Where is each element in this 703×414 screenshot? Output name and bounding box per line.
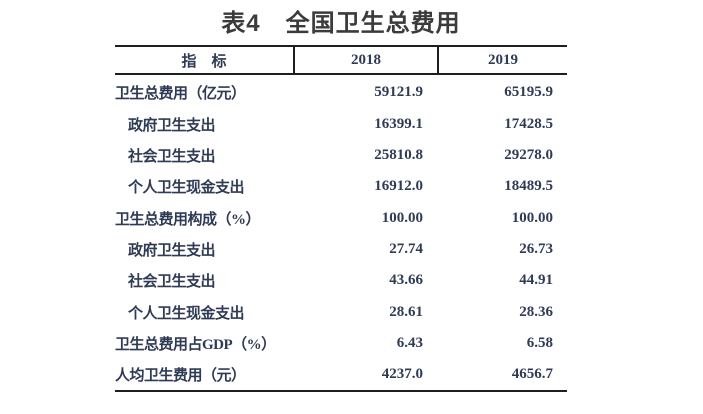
- value-2019: 65195.9: [504, 84, 553, 101]
- table-row: 社会卫生支出 25810.8 29278.0: [115, 140, 567, 171]
- value-2018: 16399.1: [374, 115, 423, 132]
- value-2019: 26.73: [519, 240, 553, 257]
- row-label: 政府卫生支出: [128, 117, 216, 134]
- value-2018: 100.00: [381, 209, 423, 226]
- value-2019: 4656.7: [511, 366, 553, 383]
- value-2018: 59121.9: [374, 84, 423, 101]
- table-row: 卫生总费用（亿元） 59121.9 65195.9: [115, 77, 567, 108]
- table-row: 政府卫生支出 27.74 26.73: [115, 234, 567, 265]
- value-2018: 43.66: [389, 272, 423, 289]
- table-row: 个人卫生现金支出 16912.0 18489.5: [115, 171, 567, 202]
- row-label: 卫生总费用占GDP（%）: [115, 336, 276, 353]
- table-title: 表4 全国卫生总费用: [221, 10, 461, 37]
- value-2018: 27.74: [389, 240, 423, 257]
- value-2018: 6.43: [396, 334, 423, 351]
- value-2019: 6.58: [526, 334, 553, 351]
- table-row: 个人卫生现金支出 28.61 28.36: [115, 296, 567, 327]
- health-expenditure-table: 指 标 2018 2019 卫生总费用（亿元） 59121.9 65195.9 …: [115, 45, 567, 393]
- table-row: 人均卫生费用（元） 4237.0 4656.7: [115, 359, 567, 390]
- table-row: 社会卫生支出 43.66 44.91: [115, 265, 567, 296]
- value-2019: 17428.5: [504, 115, 553, 132]
- value-2018: 25810.8: [374, 146, 423, 163]
- document-page: 表4 全国卫生总费用 指 标 2018 2019 卫生总费用（亿元） 59121…: [115, 0, 567, 414]
- table-row: 卫生总费用构成（%） 100.00 100.00: [115, 202, 567, 233]
- row-label: 社会卫生支出: [128, 274, 216, 291]
- row-label: 卫生总费用（亿元）: [115, 86, 246, 103]
- row-label: 个人卫生现金支出: [128, 305, 245, 322]
- value-2019: 100.00: [511, 209, 553, 226]
- value-2019: 29278.0: [504, 146, 553, 163]
- value-2018: 16912.0: [374, 178, 423, 195]
- row-label: 卫生总费用构成（%）: [115, 211, 261, 228]
- table-header-row: 指 标 2018 2019: [115, 45, 567, 75]
- column-header-2018: 2018: [293, 47, 437, 73]
- column-header-indicator: 指 标: [181, 53, 227, 70]
- row-label: 政府卫生支出: [128, 242, 216, 259]
- column-header-2019: 2019: [437, 47, 567, 73]
- row-label: 人均卫生费用（元）: [115, 368, 246, 385]
- table-body: 卫生总费用（亿元） 59121.9 65195.9 政府卫生支出 16399.1…: [115, 75, 567, 393]
- value-2019: 44.91: [519, 272, 553, 289]
- value-2018: 28.61: [389, 303, 423, 320]
- row-label: 社会卫生支出: [128, 148, 216, 165]
- row-label: 个人卫生现金支出: [128, 180, 245, 197]
- table-row: 卫生总费用占GDP（%） 6.43 6.58: [115, 328, 567, 359]
- table-row: 政府卫生支出 16399.1 17428.5: [115, 108, 567, 139]
- value-2019: 28.36: [519, 303, 553, 320]
- value-2019: 18489.5: [504, 178, 553, 195]
- value-2018: 4237.0: [381, 366, 423, 383]
